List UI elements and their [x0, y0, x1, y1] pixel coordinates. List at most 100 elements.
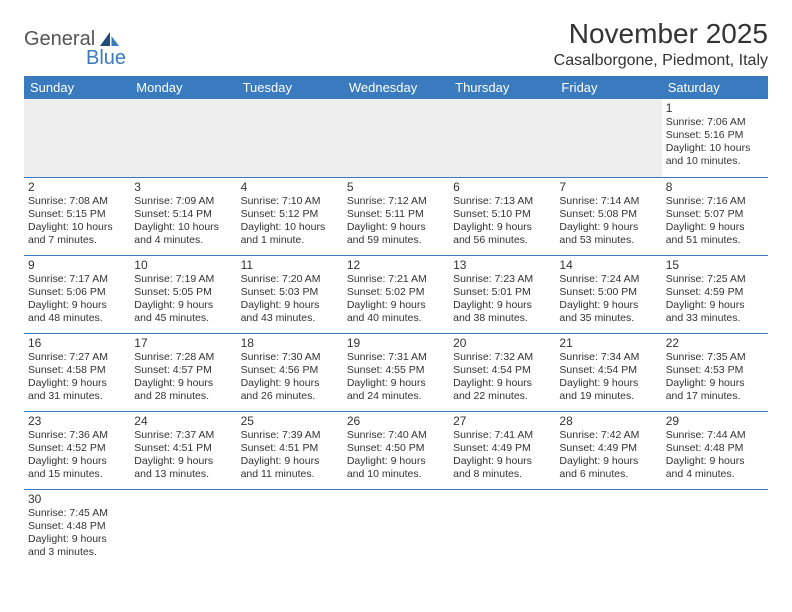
- calendar-cell: 2Sunrise: 7:08 AMSunset: 5:15 PMDaylight…: [24, 177, 130, 255]
- day-number: 28: [559, 414, 657, 428]
- cell-daylight1: Daylight: 9 hours: [28, 377, 126, 390]
- calendar-cell: [662, 489, 768, 567]
- day-number: 10: [134, 258, 232, 272]
- cell-sunset: Sunset: 5:05 PM: [134, 286, 232, 299]
- weekday-header: Monday: [130, 76, 236, 99]
- day-number: 14: [559, 258, 657, 272]
- day-number: 7: [559, 180, 657, 194]
- calendar-body: 1Sunrise: 7:06 AMSunset: 5:16 PMDaylight…: [24, 99, 768, 567]
- cell-daylight1: Daylight: 9 hours: [347, 299, 445, 312]
- cell-sunset: Sunset: 5:06 PM: [28, 286, 126, 299]
- cell-daylight2: and 19 minutes.: [559, 390, 657, 403]
- calendar-table: SundayMondayTuesdayWednesdayThursdayFrid…: [24, 76, 768, 567]
- cell-sunset: Sunset: 4:48 PM: [28, 520, 126, 533]
- cell-sunset: Sunset: 5:10 PM: [453, 208, 551, 221]
- cell-daylight1: Daylight: 9 hours: [347, 377, 445, 390]
- cell-daylight2: and 10 minutes.: [347, 468, 445, 481]
- day-number: 20: [453, 336, 551, 350]
- cell-daylight2: and 26 minutes.: [241, 390, 339, 403]
- cell-daylight2: and 3 minutes.: [28, 546, 126, 559]
- cell-sunrise: Sunrise: 7:20 AM: [241, 273, 339, 286]
- calendar-cell: 19Sunrise: 7:31 AMSunset: 4:55 PMDayligh…: [343, 333, 449, 411]
- cell-daylight1: Daylight: 9 hours: [559, 299, 657, 312]
- calendar-row: 16Sunrise: 7:27 AMSunset: 4:58 PMDayligh…: [24, 333, 768, 411]
- cell-sunrise: Sunrise: 7:19 AM: [134, 273, 232, 286]
- cell-daylight1: Daylight: 9 hours: [134, 377, 232, 390]
- calendar-cell: 5Sunrise: 7:12 AMSunset: 5:11 PMDaylight…: [343, 177, 449, 255]
- calendar-cell: 3Sunrise: 7:09 AMSunset: 5:14 PMDaylight…: [130, 177, 236, 255]
- cell-daylight2: and 8 minutes.: [453, 468, 551, 481]
- cell-daylight1: Daylight: 9 hours: [666, 299, 764, 312]
- cell-daylight2: and 31 minutes.: [28, 390, 126, 403]
- cell-sunrise: Sunrise: 7:41 AM: [453, 429, 551, 442]
- weekday-header: Tuesday: [237, 76, 343, 99]
- cell-daylight1: Daylight: 9 hours: [241, 299, 339, 312]
- day-number: 9: [28, 258, 126, 272]
- cell-daylight2: and 51 minutes.: [666, 234, 764, 247]
- cell-sunset: Sunset: 4:56 PM: [241, 364, 339, 377]
- cell-sunset: Sunset: 5:15 PM: [28, 208, 126, 221]
- day-number: 23: [28, 414, 126, 428]
- cell-sunset: Sunset: 4:51 PM: [241, 442, 339, 455]
- calendar-row: 9Sunrise: 7:17 AMSunset: 5:06 PMDaylight…: [24, 255, 768, 333]
- calendar-cell: 12Sunrise: 7:21 AMSunset: 5:02 PMDayligh…: [343, 255, 449, 333]
- cell-sunrise: Sunrise: 7:17 AM: [28, 273, 126, 286]
- header: GeneralBlue November 2025 Casalborgone, …: [24, 18, 768, 70]
- cell-sunrise: Sunrise: 7:12 AM: [347, 195, 445, 208]
- calendar-cell: 30Sunrise: 7:45 AMSunset: 4:48 PMDayligh…: [24, 489, 130, 567]
- cell-sunrise: Sunrise: 7:45 AM: [28, 507, 126, 520]
- calendar-cell: 8Sunrise: 7:16 AMSunset: 5:07 PMDaylight…: [662, 177, 768, 255]
- calendar-cell: 17Sunrise: 7:28 AMSunset: 4:57 PMDayligh…: [130, 333, 236, 411]
- cell-sunset: Sunset: 4:52 PM: [28, 442, 126, 455]
- calendar-cell: [237, 99, 343, 177]
- calendar-cell: [343, 99, 449, 177]
- day-number: 15: [666, 258, 764, 272]
- cell-sunrise: Sunrise: 7:14 AM: [559, 195, 657, 208]
- cell-daylight1: Daylight: 9 hours: [453, 221, 551, 234]
- day-number: 21: [559, 336, 657, 350]
- calendar-cell: [343, 489, 449, 567]
- calendar-cell: [24, 99, 130, 177]
- day-number: 4: [241, 180, 339, 194]
- cell-sunrise: Sunrise: 7:13 AM: [453, 195, 551, 208]
- cell-sunset: Sunset: 4:59 PM: [666, 286, 764, 299]
- cell-sunset: Sunset: 5:11 PM: [347, 208, 445, 221]
- logo: GeneralBlue: [24, 18, 126, 70]
- cell-sunset: Sunset: 4:50 PM: [347, 442, 445, 455]
- day-number: 16: [28, 336, 126, 350]
- cell-daylight2: and 56 minutes.: [453, 234, 551, 247]
- cell-sunrise: Sunrise: 7:21 AM: [347, 273, 445, 286]
- weekday-header: Thursday: [449, 76, 555, 99]
- day-number: 25: [241, 414, 339, 428]
- cell-sunset: Sunset: 4:54 PM: [453, 364, 551, 377]
- cell-sunset: Sunset: 4:54 PM: [559, 364, 657, 377]
- cell-daylight2: and 35 minutes.: [559, 312, 657, 325]
- cell-sunrise: Sunrise: 7:16 AM: [666, 195, 764, 208]
- cell-daylight1: Daylight: 9 hours: [28, 533, 126, 546]
- title-area: November 2025 Casalborgone, Piedmont, It…: [554, 18, 768, 70]
- month-title: November 2025: [554, 18, 768, 50]
- weekday-header: Saturday: [662, 76, 768, 99]
- cell-sunrise: Sunrise: 7:39 AM: [241, 429, 339, 442]
- cell-daylight2: and 48 minutes.: [28, 312, 126, 325]
- cell-daylight1: Daylight: 9 hours: [559, 221, 657, 234]
- calendar-row: 1Sunrise: 7:06 AMSunset: 5:16 PMDaylight…: [24, 99, 768, 177]
- cell-daylight1: Daylight: 10 hours: [241, 221, 339, 234]
- cell-daylight1: Daylight: 9 hours: [28, 299, 126, 312]
- cell-daylight2: and 15 minutes.: [28, 468, 126, 481]
- cell-daylight2: and 24 minutes.: [347, 390, 445, 403]
- weekday-header: Friday: [555, 76, 661, 99]
- cell-sunset: Sunset: 5:01 PM: [453, 286, 551, 299]
- cell-daylight1: Daylight: 9 hours: [241, 377, 339, 390]
- cell-sunrise: Sunrise: 7:25 AM: [666, 273, 764, 286]
- calendar-cell: 4Sunrise: 7:10 AMSunset: 5:12 PMDaylight…: [237, 177, 343, 255]
- cell-sunrise: Sunrise: 7:30 AM: [241, 351, 339, 364]
- cell-daylight2: and 13 minutes.: [134, 468, 232, 481]
- cell-daylight1: Daylight: 9 hours: [28, 455, 126, 468]
- day-number: 5: [347, 180, 445, 194]
- cell-daylight1: Daylight: 9 hours: [453, 455, 551, 468]
- calendar-row: 2Sunrise: 7:08 AMSunset: 5:15 PMDaylight…: [24, 177, 768, 255]
- cell-daylight1: Daylight: 9 hours: [559, 377, 657, 390]
- cell-sunset: Sunset: 5:03 PM: [241, 286, 339, 299]
- cell-sunset: Sunset: 4:58 PM: [28, 364, 126, 377]
